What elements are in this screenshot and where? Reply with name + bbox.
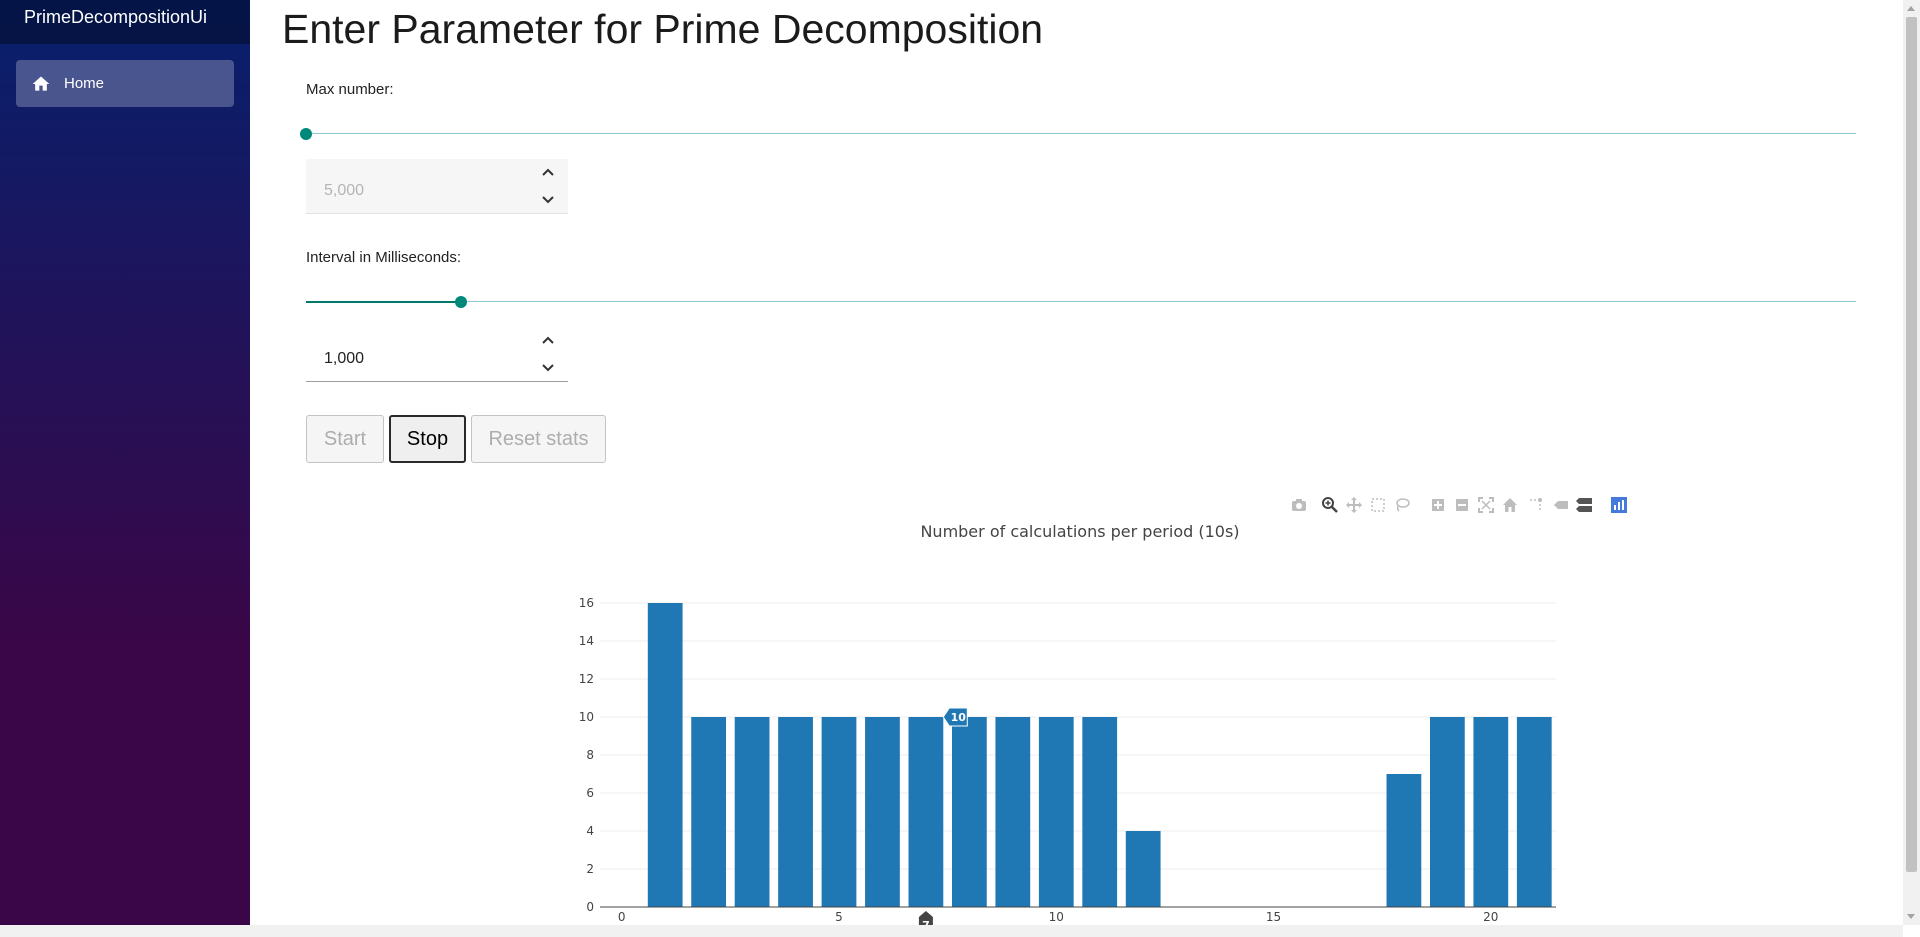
bar[interactable]	[1386, 774, 1422, 907]
nav-item-home[interactable]: Home	[16, 60, 234, 107]
zoom-in-icon[interactable]	[1429, 496, 1447, 514]
box-select-icon[interactable]	[1369, 496, 1387, 514]
x-tick-label: 20	[1483, 910, 1498, 924]
interval-input[interactable]	[322, 349, 526, 369]
camera-icon[interactable]	[1290, 496, 1308, 514]
bar[interactable]	[1038, 717, 1074, 907]
hover-closest-icon[interactable]	[1552, 496, 1570, 514]
reset-axes-icon[interactable]	[1501, 496, 1519, 514]
max-number-field[interactable]	[306, 159, 568, 214]
horizontal-scrollbar[interactable]	[0, 925, 1903, 937]
home-icon	[32, 76, 50, 91]
y-tick-label: 14	[579, 634, 594, 648]
y-tick-label: 0	[586, 900, 594, 914]
slider-track	[306, 133, 1856, 134]
y-tick-label: 6	[586, 786, 594, 800]
chevron-down-icon[interactable]	[540, 361, 556, 375]
hover-label-value: 10	[951, 711, 967, 724]
bar[interactable]	[995, 717, 1031, 907]
bar[interactable]	[1429, 717, 1465, 907]
bar[interactable]	[951, 717, 987, 907]
y-tick-label: 2	[586, 862, 594, 876]
nav-item-label: Home	[64, 75, 105, 92]
bar[interactable]	[734, 717, 770, 907]
max-number-slider[interactable]	[300, 126, 1856, 142]
slider-thumb[interactable]	[455, 296, 467, 308]
bar[interactable]	[908, 717, 944, 907]
start-button[interactable]: Start	[306, 415, 384, 463]
sidebar: PrimeDecompositionUi Home	[0, 0, 250, 925]
sidebar-header: PrimeDecompositionUi	[0, 0, 250, 44]
y-tick-label: 12	[579, 672, 594, 686]
vertical-scrollbar[interactable]	[1903, 0, 1920, 925]
chart-title: Number of calculations per period (10s)	[920, 522, 1240, 541]
spike-lines-icon[interactable]	[1528, 496, 1546, 514]
slider-thumb[interactable]	[300, 128, 312, 140]
x-tick-label: 5	[835, 910, 843, 924]
max-number-label: Max number:	[306, 81, 394, 98]
bar[interactable]	[865, 717, 900, 907]
bar[interactable]	[1516, 717, 1552, 907]
app-title[interactable]: PrimeDecompositionUi	[24, 7, 208, 27]
bar[interactable]	[1082, 717, 1118, 907]
bar[interactable]	[1125, 831, 1161, 907]
lasso-select-icon[interactable]	[1393, 496, 1411, 514]
chevron-down-icon[interactable]	[540, 193, 556, 207]
hover-label-box	[942, 707, 968, 727]
hover-compare-icon[interactable]	[1575, 496, 1593, 514]
scroll-down-icon[interactable]	[1907, 914, 1915, 919]
y-tick-label: 4	[586, 824, 594, 838]
x-tick-label: 15	[1266, 910, 1281, 924]
interval-field[interactable]	[306, 327, 568, 382]
page-title: Enter Parameter for Prime Decomposition	[282, 6, 1044, 52]
interval-slider[interactable]	[306, 294, 1856, 310]
plotly-logo-icon[interactable]	[1610, 496, 1628, 514]
stop-button[interactable]: Stop	[389, 415, 466, 463]
bar[interactable]	[691, 717, 727, 907]
autoscale-icon[interactable]	[1477, 496, 1495, 514]
interval-label: Interval in Milliseconds:	[306, 249, 462, 266]
y-tick-label: 8	[586, 748, 594, 762]
pan-icon[interactable]	[1345, 496, 1363, 514]
scrollbar-thumb[interactable]	[1906, 17, 1917, 872]
slider-track	[306, 301, 1856, 302]
scroll-up-icon[interactable]	[1907, 6, 1915, 11]
chevron-up-icon[interactable]	[540, 165, 556, 179]
x-tick-label: 10	[1049, 910, 1064, 924]
chevron-up-icon[interactable]	[540, 333, 556, 347]
max-number-input[interactable]	[322, 181, 526, 201]
y-tick-label: 10	[579, 710, 594, 724]
x-tick-label: 0	[618, 910, 626, 924]
zoom-out-icon[interactable]	[1453, 496, 1471, 514]
slider-fill	[306, 301, 461, 303]
bar[interactable]	[647, 603, 683, 907]
zoom-icon[interactable]	[1321, 496, 1339, 514]
bar[interactable]	[821, 717, 857, 907]
y-tick-label: 16	[579, 596, 594, 610]
bar[interactable]	[778, 717, 813, 907]
reset-stats-button[interactable]: Reset stats	[471, 415, 606, 463]
bar[interactable]	[1473, 717, 1509, 907]
